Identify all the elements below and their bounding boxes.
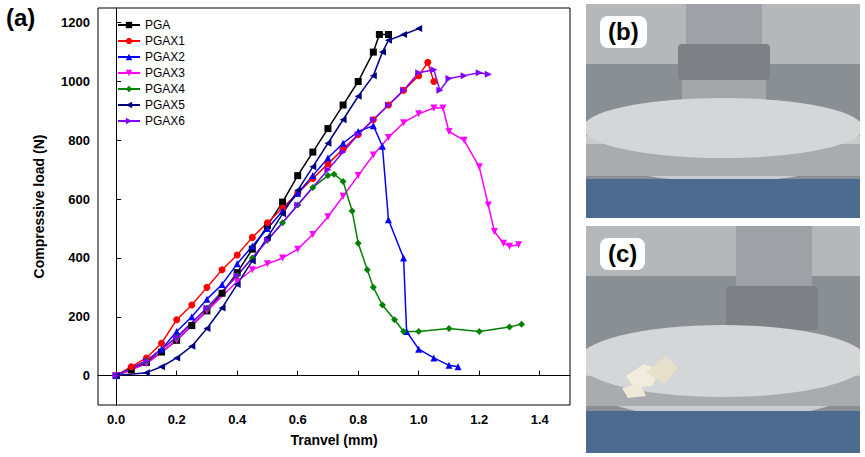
svg-text:Compressive load (N): Compressive load (N) bbox=[31, 135, 47, 279]
svg-text:0: 0 bbox=[83, 368, 90, 383]
svg-text:0.8: 0.8 bbox=[349, 412, 367, 427]
svg-text:PGAX5: PGAX5 bbox=[145, 98, 185, 112]
svg-text:PGAX3: PGAX3 bbox=[145, 66, 185, 80]
svg-text:0.4: 0.4 bbox=[228, 412, 247, 427]
svg-text:1.0: 1.0 bbox=[410, 412, 428, 427]
svg-text:PGAX1: PGAX1 bbox=[145, 34, 185, 48]
svg-text:Tranvel (mm): Tranvel (mm) bbox=[290, 432, 377, 448]
html-text:(c): (c) bbox=[608, 240, 638, 267]
svg-text:200: 200 bbox=[68, 309, 90, 324]
svg-text:1.4: 1.4 bbox=[531, 412, 550, 427]
svg-text:400: 400 bbox=[68, 250, 90, 265]
svg-text:1000: 1000 bbox=[61, 74, 90, 89]
html-text:(b): (b) bbox=[608, 18, 639, 45]
svg-text:1.2: 1.2 bbox=[470, 412, 488, 427]
svg-text:PGAX4: PGAX4 bbox=[145, 82, 185, 96]
svg-text:600: 600 bbox=[68, 192, 90, 207]
svg-text:0.6: 0.6 bbox=[289, 412, 307, 427]
svg-text:800: 800 bbox=[68, 133, 90, 148]
svg-text:PGA: PGA bbox=[145, 18, 170, 32]
svg-text:PGAX6: PGAX6 bbox=[145, 114, 185, 128]
svg-text:0.2: 0.2 bbox=[168, 412, 186, 427]
svg-text:PGAX2: PGAX2 bbox=[145, 50, 185, 64]
html-text:(a): (a) bbox=[6, 4, 36, 31]
svg-text:0.0: 0.0 bbox=[107, 412, 125, 427]
svg-text:1200: 1200 bbox=[61, 15, 90, 30]
